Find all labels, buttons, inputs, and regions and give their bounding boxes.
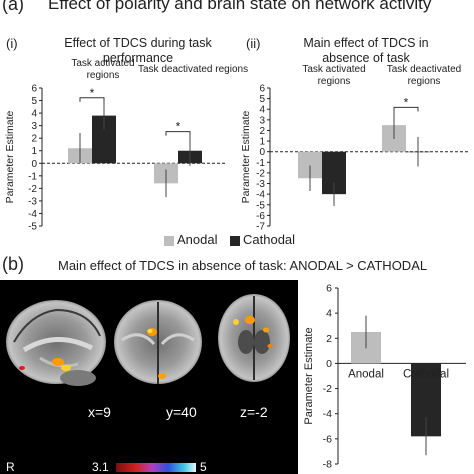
brain-slices-image <box>0 280 298 474</box>
b-category-label-1: Cathodal <box>403 368 449 380</box>
a-ii-y-tick-label-2: -5 <box>256 200 265 211</box>
legend-cathodal-label: Cathodal <box>243 232 296 247</box>
a-i-y-tick-label-7: 2 <box>31 134 37 145</box>
a-i-y-tick-label-6: 1 <box>31 146 37 157</box>
b-y-tick-label-5: 2 <box>326 333 332 345</box>
a-i-y-tick-label-9: 4 <box>31 109 37 120</box>
b-y-tick-label-0: -8 <box>323 459 332 471</box>
a-i-sig-star-1: * <box>176 120 181 134</box>
a-i-y-tick-label-0: -5 <box>28 222 37 233</box>
panel-a-label: (a) <box>2 0 24 14</box>
panel-a-title: Effect of polarity and brain state on ne… <box>48 0 432 13</box>
b-y-tick-label-4: 0 <box>326 358 332 370</box>
panel-a-ii-title: Main effect of TDCS in absence of task <box>303 36 429 65</box>
a-i-sig-star-0: * <box>90 86 95 100</box>
a-ii-y-tick-label-3: -4 <box>256 190 265 201</box>
a-i-y-tick-label-3: -2 <box>28 184 37 195</box>
a-ii-y-tick-label-8: 1 <box>259 137 265 148</box>
a-ii-y-tick-label-9: 2 <box>259 126 265 137</box>
legend-cathodal-swatch <box>230 236 240 246</box>
a-i-y-tick-label-10: 5 <box>31 96 37 107</box>
b-y-tick-label-7: 6 <box>326 283 332 295</box>
panel-a-i-title: Effect of TDCS during task performance <box>64 36 212 65</box>
a-ii-y-tick-label-5: -2 <box>256 168 265 179</box>
slice-label-x: x=9 <box>88 404 111 420</box>
a-ii-sig-star-1: * <box>404 95 409 109</box>
axial-slice <box>218 294 290 382</box>
a-ii-y-tick-label-11: 4 <box>259 105 265 116</box>
panel-b-label: (b) <box>2 254 24 274</box>
a-i-y-axis-label: Parameter Estimate <box>4 110 16 203</box>
coronal-slice <box>114 300 202 384</box>
colorbar-max-label: 5 <box>200 460 207 474</box>
a-i-category-label-0: Task activated regions <box>71 58 135 81</box>
legend-anodal-label: Anodal <box>177 232 218 247</box>
panel-b-title: Main effect of TDCS in absence of task: … <box>58 258 428 273</box>
a-ii-y-tick-label-13: 6 <box>259 84 265 95</box>
chart-b: Parameter Estimate -8 -6 -4 -2 0 2 4 6 Anodal Cath… <box>303 283 466 471</box>
a-i-y-tick-label-11: 6 <box>31 84 37 95</box>
a-ii-y-tick-label-6: -1 <box>256 158 265 169</box>
b-y-axis-label: Parameter Estimate <box>303 327 315 424</box>
a-ii-y-tick-label-12: 5 <box>259 94 265 105</box>
a-ii-y-tick-label-7: 0 <box>259 147 265 158</box>
a-ii-y-axis-label: Parameter Estimate <box>240 110 252 203</box>
a-ii-y-tick-label-4: -3 <box>256 179 265 190</box>
panel-a-i-label: (i) <box>6 36 18 51</box>
legend: Anodal Cathodal <box>158 232 338 250</box>
panel-a-ii-label: (ii) <box>246 36 261 51</box>
b-y-tick-label-6: 4 <box>326 308 332 320</box>
a-i-y-tick-label-5: 0 <box>31 159 37 170</box>
sagittal-slice <box>6 300 106 386</box>
brain-side-label: R <box>6 460 15 474</box>
slice-label-z: z=-2 <box>240 404 268 420</box>
colorbar <box>116 463 196 472</box>
b-y-tick-label-2: -4 <box>323 408 332 420</box>
b-y-tick-label-1: -6 <box>323 433 332 445</box>
a-i-y-tick-label-4: -1 <box>28 171 37 182</box>
b-category-label-0: Anodal <box>348 368 384 380</box>
chart-a-i: Parameter Estimate -5 -4 -3-2 -10 12 34 56 * * <box>4 84 226 233</box>
a-ii-sig-bracket-1 <box>393 106 419 112</box>
a-ii-y-tick-label-10: 3 <box>259 115 265 126</box>
a-i-y-tick-label-8: 3 <box>31 121 37 132</box>
a-i-sig-bracket-0 <box>79 97 105 102</box>
a-ii-category-label-1: Task deactivated regions <box>386 64 462 87</box>
a-i-y-tick-label-2: -3 <box>28 196 37 207</box>
a-ii-y-tick-label-1: -6 <box>256 211 265 222</box>
a-i-category-label-1: Task deactivated regions <box>138 64 249 75</box>
legend-anodal-swatch <box>164 236 174 246</box>
colorbar-min-label: 3.1 <box>92 460 109 474</box>
slice-label-y: y=40 <box>166 404 197 420</box>
a-i-y-tick-label-1: -4 <box>28 209 37 220</box>
a-ii-category-label-0: Task activated regions <box>302 64 366 87</box>
a-ii-y-tick-label-0: -7 <box>256 222 265 233</box>
b-y-tick-label-3: -2 <box>323 383 332 395</box>
a-i-sig-bracket-1 <box>165 131 191 136</box>
